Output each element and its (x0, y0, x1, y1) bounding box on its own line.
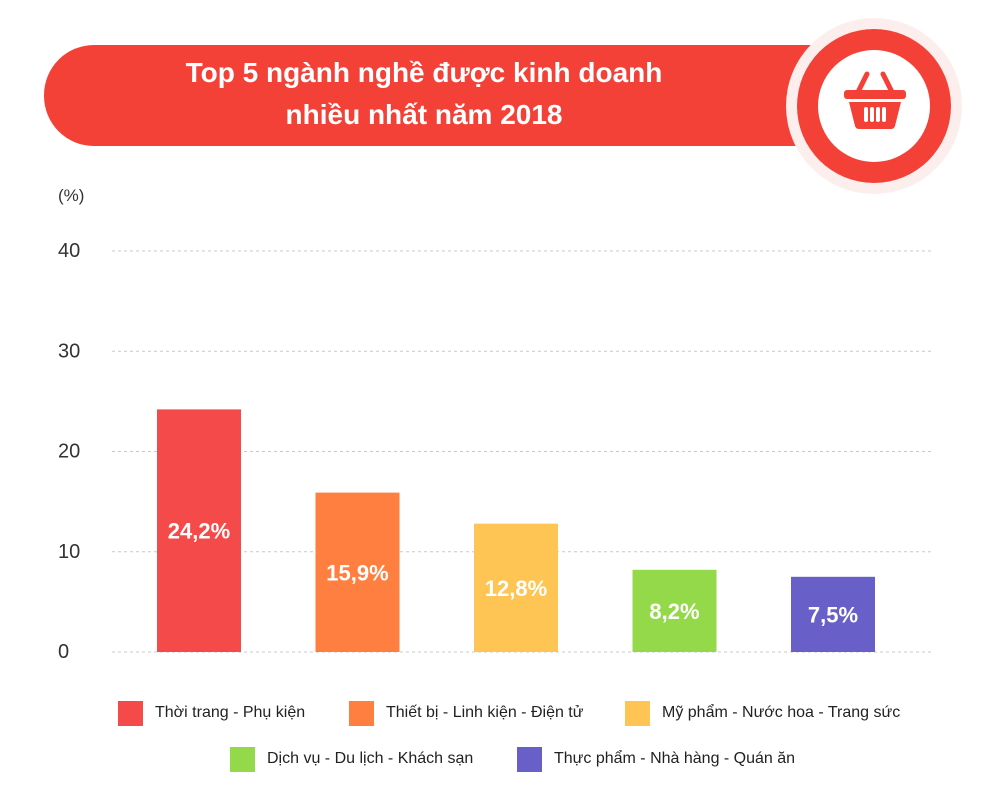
legend-item: Thực phẩm - Nhà hàng - Quán ăn (517, 746, 795, 772)
y-tick-label: 40 (58, 240, 80, 262)
legend-item: Dịch vụ - Du lịch - Khách sạn (230, 746, 473, 772)
bar (157, 409, 241, 652)
bar-value-label: 7,5% (808, 602, 858, 627)
bar-value-label: 15,9% (326, 560, 388, 585)
bar (474, 523, 558, 652)
legend-item: Thiết bị - Linh kiện - Điện tử (349, 700, 583, 726)
y-axis-unit-label: (%) (58, 186, 85, 205)
legend-label: Mỹ phẩm - Nước hoa - Trang sức (662, 704, 901, 721)
y-tick-label: 30 (58, 340, 80, 362)
legend-label: Thực phẩm - Nhà hàng - Quán ăn (554, 750, 796, 767)
legend-item: Mỹ phẩm - Nước hoa - Trang sức (625, 700, 900, 726)
bar-value-label: 12,8% (485, 576, 547, 601)
legend-swatch (349, 700, 374, 726)
bar (315, 492, 400, 652)
legend-swatch (517, 746, 542, 772)
title-banner (44, 45, 844, 146)
legend-item: Thời trang - Phụ kiện (118, 700, 305, 726)
bar (791, 576, 875, 652)
legend-label: Dịch vụ - Du lịch - Khách sạn (267, 750, 474, 767)
legend-swatch (118, 700, 143, 726)
legend-swatch (625, 700, 650, 726)
bar-value-label: 24,2% (168, 519, 230, 544)
chart-title: Top 5 ngành nghề được kinh doanh nhiều n… (185, 57, 663, 130)
legend-label: Thiết bị - Linh kiện - Điện tử (386, 704, 584, 721)
y-tick-label: 0 (58, 641, 69, 663)
bar (632, 569, 717, 652)
y-tick-label: 20 (58, 441, 80, 463)
shopping-basket-icon (844, 71, 906, 129)
legend-label: Thời trang - Phụ kiện (155, 704, 306, 721)
legend-swatch (230, 746, 255, 772)
bar-value-label: 8,2% (649, 599, 699, 624)
y-tick-label: 10 (58, 541, 80, 563)
